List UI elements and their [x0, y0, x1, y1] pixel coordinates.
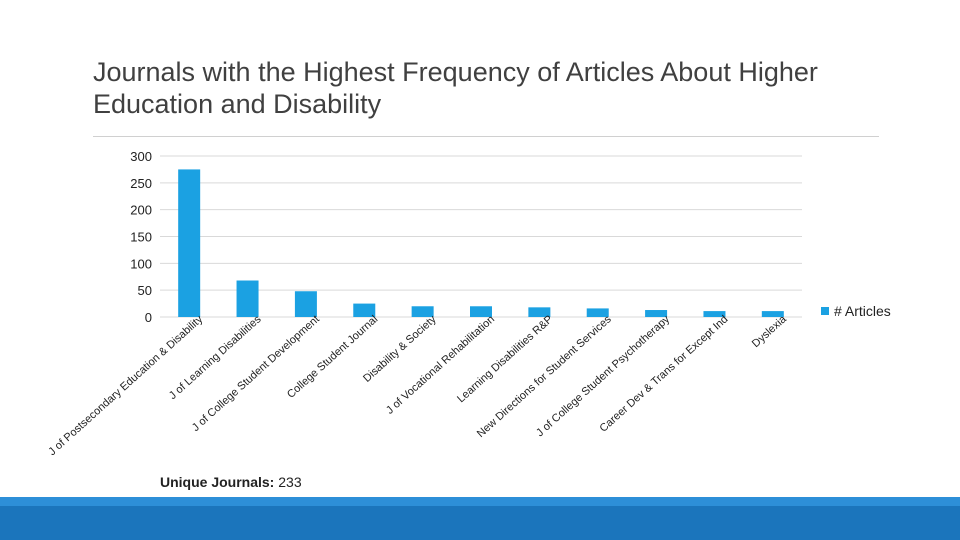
x-tick-label: Learning Disabilities R&P — [455, 313, 555, 405]
bar — [353, 303, 376, 317]
x-tick-label: Dyslexia — [750, 313, 790, 350]
grid-lines — [160, 155, 802, 318]
bar — [703, 311, 726, 317]
y-tick-label: 50 — [138, 283, 152, 298]
legend-label: # Articles — [834, 303, 891, 319]
bar — [528, 307, 551, 317]
y-tick-label: 200 — [130, 203, 152, 218]
bottom-bar — [0, 497, 960, 540]
bar — [470, 306, 492, 317]
bottom-bar-accent — [0, 497, 960, 506]
legend-swatch — [821, 307, 829, 315]
title-divider — [93, 136, 879, 137]
unique-journals-note: Unique Journals: 233 — [160, 474, 302, 490]
unique-journals-value: 233 — [278, 474, 302, 490]
bars — [178, 169, 784, 317]
bar — [411, 306, 434, 317]
unique-journals-label: Unique Journals: — [160, 474, 275, 490]
bar — [761, 311, 784, 317]
y-tick-label: 300 — [130, 149, 152, 164]
y-tick-label: 150 — [130, 230, 152, 245]
bar — [294, 291, 317, 317]
y-axis-ticks: 0 50 100 150 200 250 300 — [130, 149, 152, 325]
bar-chart: 0 50 100 150 200 250 300 J of Postsecondary Ed… — [46, 149, 891, 458]
slide-title: Journals with the Highest Frequency of A… — [93, 57, 818, 119]
x-tick-label: J of Vocational Rehabilitation — [384, 313, 497, 416]
legend: # Articles — [821, 303, 891, 319]
y-tick-label: 0 — [145, 310, 152, 325]
bar — [586, 308, 609, 317]
x-tick-label: J of College Student Development — [190, 313, 322, 434]
y-tick-label: 250 — [130, 176, 152, 191]
bar — [236, 280, 259, 317]
x-tick-label: Career Dev & Trans for Except Ind — [597, 313, 730, 434]
bar — [178, 169, 201, 317]
bar — [645, 310, 668, 317]
x-axis-labels: J of Postsecondary Education & Disabilit… — [46, 313, 789, 458]
y-tick-label: 100 — [130, 256, 152, 271]
